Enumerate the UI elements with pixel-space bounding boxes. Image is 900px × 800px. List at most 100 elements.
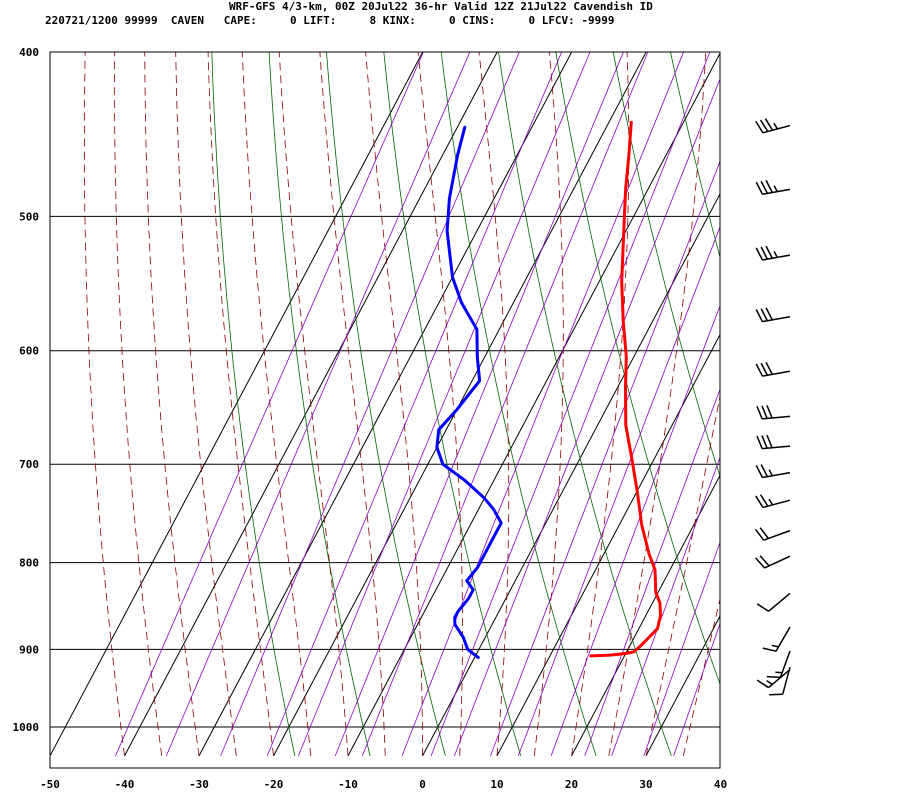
moist-adiabat xyxy=(608,52,706,756)
dry-adiabat xyxy=(498,52,672,757)
dry-adiabat xyxy=(268,52,371,756)
moist-adiabat xyxy=(365,52,423,756)
wind-barb-full xyxy=(756,435,763,449)
temperature-label-30: 30 xyxy=(639,778,652,791)
temperature-label-20: 20 xyxy=(565,778,578,791)
moist-adiabat xyxy=(682,597,720,756)
mixing-ratio-line xyxy=(517,225,720,757)
wind-barb xyxy=(766,650,791,679)
mixing-ratio-line xyxy=(611,456,720,757)
pressure-tick-labels: 400 500 600 700 800 900 1000 xyxy=(13,46,40,734)
moist-adiabat xyxy=(533,52,564,756)
isotherm-10 xyxy=(496,333,720,757)
isotherm-40 xyxy=(721,52,900,756)
wind-barb-full xyxy=(755,495,764,508)
wind-barb xyxy=(755,180,791,195)
isotherm--10 xyxy=(347,52,720,757)
temperature-label-0: 0 xyxy=(419,778,426,791)
wind-barb-full xyxy=(756,405,763,420)
wind-barb xyxy=(756,405,791,420)
mixing-ratio-line xyxy=(673,622,720,757)
isotherm--50 xyxy=(50,52,424,757)
temperature-label--30: -30 xyxy=(189,778,209,791)
wind-barb-full xyxy=(766,434,773,448)
wind-barb-full xyxy=(762,647,777,652)
mixing-ratio-line xyxy=(266,52,563,757)
wind-barb-full xyxy=(766,405,773,419)
moist-adiabat xyxy=(241,52,312,756)
plot-frame xyxy=(49,51,721,769)
mixing-ratio-line xyxy=(490,160,720,757)
wind-barb-half xyxy=(773,250,778,258)
wind-barb-half xyxy=(773,185,778,192)
gridlines xyxy=(50,52,900,757)
temperature-label--20: -20 xyxy=(264,778,284,791)
temperature-label-40: 40 xyxy=(714,778,727,791)
wind-barb xyxy=(755,307,791,323)
wind-barb xyxy=(756,592,791,612)
moist-adiabat xyxy=(721,52,899,756)
wind-barb-full xyxy=(765,180,773,193)
wind-barb-full xyxy=(755,309,764,322)
mixing-ratio-line xyxy=(584,388,720,757)
pressure-label-400: 400 xyxy=(19,46,39,59)
isotherm--30 xyxy=(198,52,573,757)
wind-barb-full xyxy=(755,465,764,478)
moist-adiabat xyxy=(571,52,630,756)
dry-adiabat xyxy=(326,52,446,757)
wind-barb-full xyxy=(760,180,769,194)
wind-barb xyxy=(755,494,791,509)
wind-barb-staff xyxy=(764,555,791,569)
sounding-info-line: 220721/1200 99999 CAVEN CAPE: 0 LIFT: 8 … xyxy=(45,14,615,27)
wind-barb-full xyxy=(765,307,773,321)
moist-adiabat xyxy=(645,394,720,756)
isotherm-30 xyxy=(645,615,720,757)
wind-barb-half xyxy=(768,469,773,477)
wind-barb xyxy=(755,361,791,377)
moist-adiabat xyxy=(478,52,510,756)
wind-barb xyxy=(769,666,791,696)
wind-barb xyxy=(762,626,791,652)
mixing-ratio-line xyxy=(401,52,684,757)
wind-barb-full xyxy=(759,494,769,507)
wind-barb-full xyxy=(760,246,769,260)
wind-barb-full xyxy=(754,528,765,541)
wind-barb-full xyxy=(756,603,769,612)
wind-barb-full xyxy=(760,308,769,322)
wind-barb-staff xyxy=(763,529,791,541)
wind-barb-half xyxy=(771,644,779,648)
moist-adiabat xyxy=(114,52,163,756)
moist-adiabat xyxy=(319,52,386,756)
dry-adiabat xyxy=(383,52,522,757)
wind-barb xyxy=(754,527,791,541)
wind-barb-staff xyxy=(782,666,791,695)
dewpoint-profile xyxy=(435,125,503,659)
wind-barb-full xyxy=(755,363,764,377)
pressure-label-500: 500 xyxy=(19,210,39,223)
pressure-label-600: 600 xyxy=(19,345,39,358)
temperature-profile xyxy=(589,120,662,658)
mixing-ratio-line xyxy=(298,52,591,757)
dry-adiabat xyxy=(440,52,597,757)
temperature-label--50: -50 xyxy=(40,778,60,791)
pressure-label-1000: 1000 xyxy=(13,721,40,734)
temperature-label-10: 10 xyxy=(490,778,503,791)
chart-title: WRF-GFS 4/3-km, 00Z 20Jul22 36-hr Valid … xyxy=(229,0,653,13)
wind-barb-full xyxy=(760,464,769,477)
wind-barb-full xyxy=(766,675,781,679)
temperature-tick-labels: -50 -40 -30 -20 -10 0 10 20 30 40 xyxy=(40,778,727,791)
profile-layer xyxy=(435,120,662,659)
mixing-ratio-line xyxy=(550,304,720,757)
wind-barb-half xyxy=(768,498,774,506)
wind-barb-full xyxy=(755,181,764,195)
wind-barb-full xyxy=(759,119,769,132)
moist-adiabat xyxy=(175,52,237,756)
wind-barb xyxy=(756,434,791,450)
wind-barb-full xyxy=(765,361,773,375)
dry-adiabat xyxy=(785,52,900,756)
wind-barb xyxy=(754,555,791,569)
mixing-ratio-line xyxy=(334,52,624,757)
mixing-ratio-line xyxy=(220,52,520,757)
dry-adiabat xyxy=(612,52,720,478)
